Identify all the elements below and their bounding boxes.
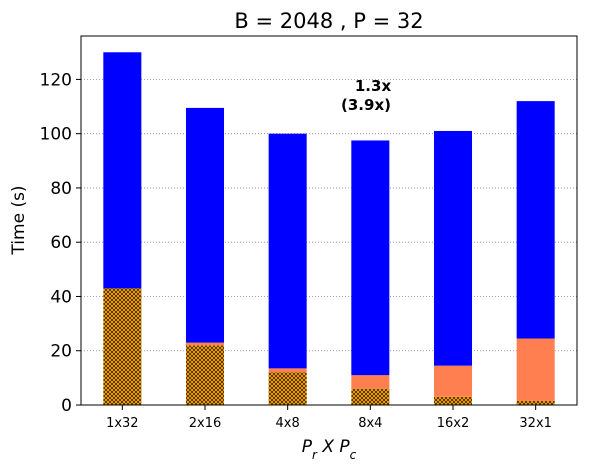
- bar-segment-3: [103, 52, 142, 289]
- y-tick-label: 100: [40, 125, 72, 145]
- y-tick-label: 80: [50, 179, 72, 199]
- x-tick-label: 8x4: [358, 416, 382, 431]
- bar-segment-2: [516, 338, 555, 401]
- bar-segment-1: [433, 396, 473, 405]
- bar-segment-3: [268, 133, 307, 369]
- bars: [103, 52, 555, 405]
- bar-segment-2: [185, 342, 225, 346]
- x-tick-label: 4x8: [276, 416, 300, 431]
- x-tick-label: 32x1: [519, 416, 552, 431]
- x-axis-label: Pr X Pc: [302, 437, 357, 462]
- bar-segment-1: [351, 388, 390, 405]
- bar-segment-2: [433, 365, 473, 397]
- bar-segment-3: [351, 140, 390, 376]
- y-tick-label: 0: [61, 396, 72, 416]
- bar-segment-3: [433, 130, 473, 366]
- annotation-speedup: 1.3x: [355, 77, 392, 95]
- y-tick-label: 40: [50, 287, 72, 307]
- bar-segment-3: [185, 107, 225, 343]
- bar-segment-1: [516, 400, 555, 405]
- bar-segment-3: [516, 101, 555, 339]
- bar-segment-1: [268, 372, 307, 405]
- y-tick-label: 20: [50, 342, 72, 362]
- x-tick-label: 2x16: [189, 416, 222, 431]
- y-axis-label: Time (s): [9, 185, 29, 255]
- plot-frame: [80, 35, 578, 406]
- bar-segment-1: [103, 288, 142, 405]
- bar-segment-2: [351, 375, 390, 389]
- x-axis-ticks: 1x32 2x16 4x8 8x4 16x2 32x1: [106, 405, 552, 431]
- bar-segment-2: [268, 368, 307, 373]
- x-tick-label: 1x32: [106, 416, 139, 431]
- y-tick-label: 60: [50, 233, 72, 253]
- y-axis-ticks: 0 20 40 60 80 100 120: [40, 70, 81, 416]
- chart-title: B = 2048 , P = 32: [234, 9, 423, 33]
- y-tick-label: 120: [40, 70, 72, 90]
- bar-segment-1: [185, 345, 225, 405]
- annotation-speedup-paren: (3.9x): [341, 96, 391, 114]
- x-tick-label: 16x2: [437, 416, 470, 431]
